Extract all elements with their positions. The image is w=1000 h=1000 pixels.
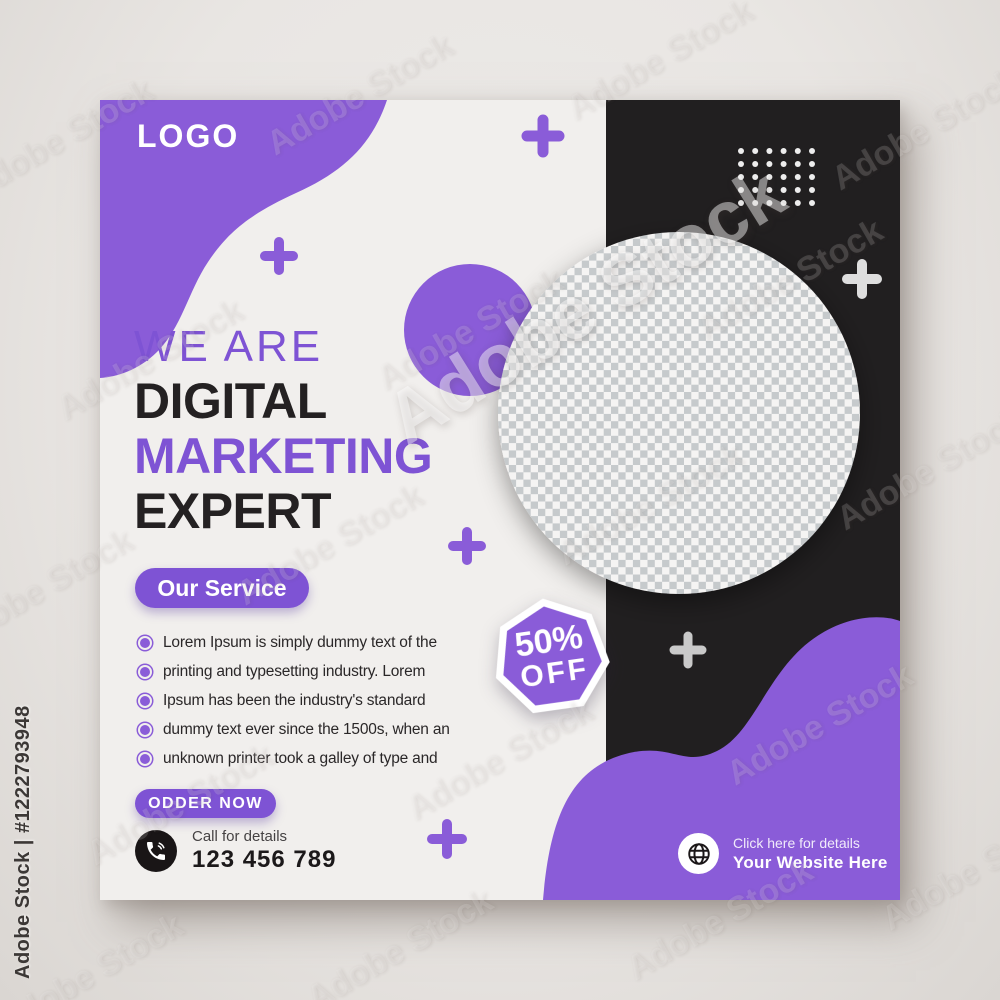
plus-decorations	[260, 114, 882, 859]
phone-icon	[147, 842, 165, 860]
list-item-text: Ipsum has been the industry's standard	[163, 691, 426, 709]
headline: WE ARE DIGITAL MARKETING EXPERT	[134, 320, 433, 539]
website-block: Click here for details Your Website Here	[678, 833, 888, 874]
bullet-icon	[140, 695, 150, 706]
bullet-icon	[140, 666, 150, 677]
corner-blob	[100, 100, 387, 378]
plus-icon	[427, 819, 467, 859]
plus-icon	[669, 631, 707, 669]
dots-grid	[738, 148, 815, 206]
list-item-text: printing and typesetting industry. Lorem	[163, 662, 426, 680]
list-item: printing and typesetting industry. Lorem	[136, 657, 450, 686]
watermark-id: Adobe Stock | #1222793948	[12, 705, 34, 979]
contact-block: Call for details 123 456 789	[135, 828, 336, 874]
badge-off-label: OFF	[518, 651, 592, 695]
list-item: unknown printer took a galley of type an…	[136, 744, 450, 773]
bullet-icon	[140, 724, 150, 735]
contact-text: Call for details 123 456 789	[192, 828, 336, 874]
watermark-text: Adobe Stock	[0, 906, 190, 1000]
bullet-icon	[140, 753, 150, 764]
headline-line-2: DIGITAL	[134, 373, 327, 429]
contact-label: Call for details	[192, 828, 288, 845]
website-text: Click here for details Your Website Here	[733, 835, 888, 873]
poster-canvas: LOGO WE ARE DIGITAL MARKETING EXPERT Our…	[100, 100, 900, 900]
phone-badge	[135, 830, 177, 872]
plus-icon	[448, 527, 486, 565]
brand-logo: LOGO	[137, 118, 240, 154]
headline-line-3: MARKETING	[134, 428, 433, 484]
order-now-button[interactable]: ODDER NOW	[135, 789, 276, 818]
globe-icon	[687, 842, 710, 865]
bullet-icon	[140, 637, 150, 648]
accent-circle	[404, 264, 536, 396]
list-item: Lorem Ipsum is simply dummy text of the	[136, 628, 450, 657]
list-item-text: dummy text ever since the 1500s, when an	[163, 720, 450, 738]
background-shapes	[100, 100, 900, 900]
list-item-text: Lorem Ipsum is simply dummy text of the	[163, 633, 437, 651]
globe-badge	[678, 833, 719, 874]
plus-icon	[521, 114, 565, 158]
service-list: Lorem Ipsum is simply dummy text of the …	[136, 628, 450, 773]
website-url[interactable]: Your Website Here	[733, 852, 888, 872]
discount-badge: 50% OFF	[484, 590, 617, 723]
headline-line-4: EXPERT	[134, 483, 332, 539]
image-placeholder-circle	[498, 232, 860, 594]
phone-number: 123 456 789	[192, 846, 337, 873]
list-item: dummy text ever since the 1500s, when an	[136, 715, 450, 744]
headline-line-1: WE ARE	[134, 322, 324, 371]
our-service-button[interactable]: Our Service	[135, 568, 309, 608]
plus-icon	[842, 259, 882, 299]
list-item: Ipsum has been the industry's standard	[136, 686, 450, 715]
list-item-text: unknown printer took a galley of type an…	[163, 749, 438, 767]
plus-icon	[260, 237, 298, 275]
wave-blob	[543, 617, 900, 900]
website-label: Click here for details	[733, 834, 860, 851]
